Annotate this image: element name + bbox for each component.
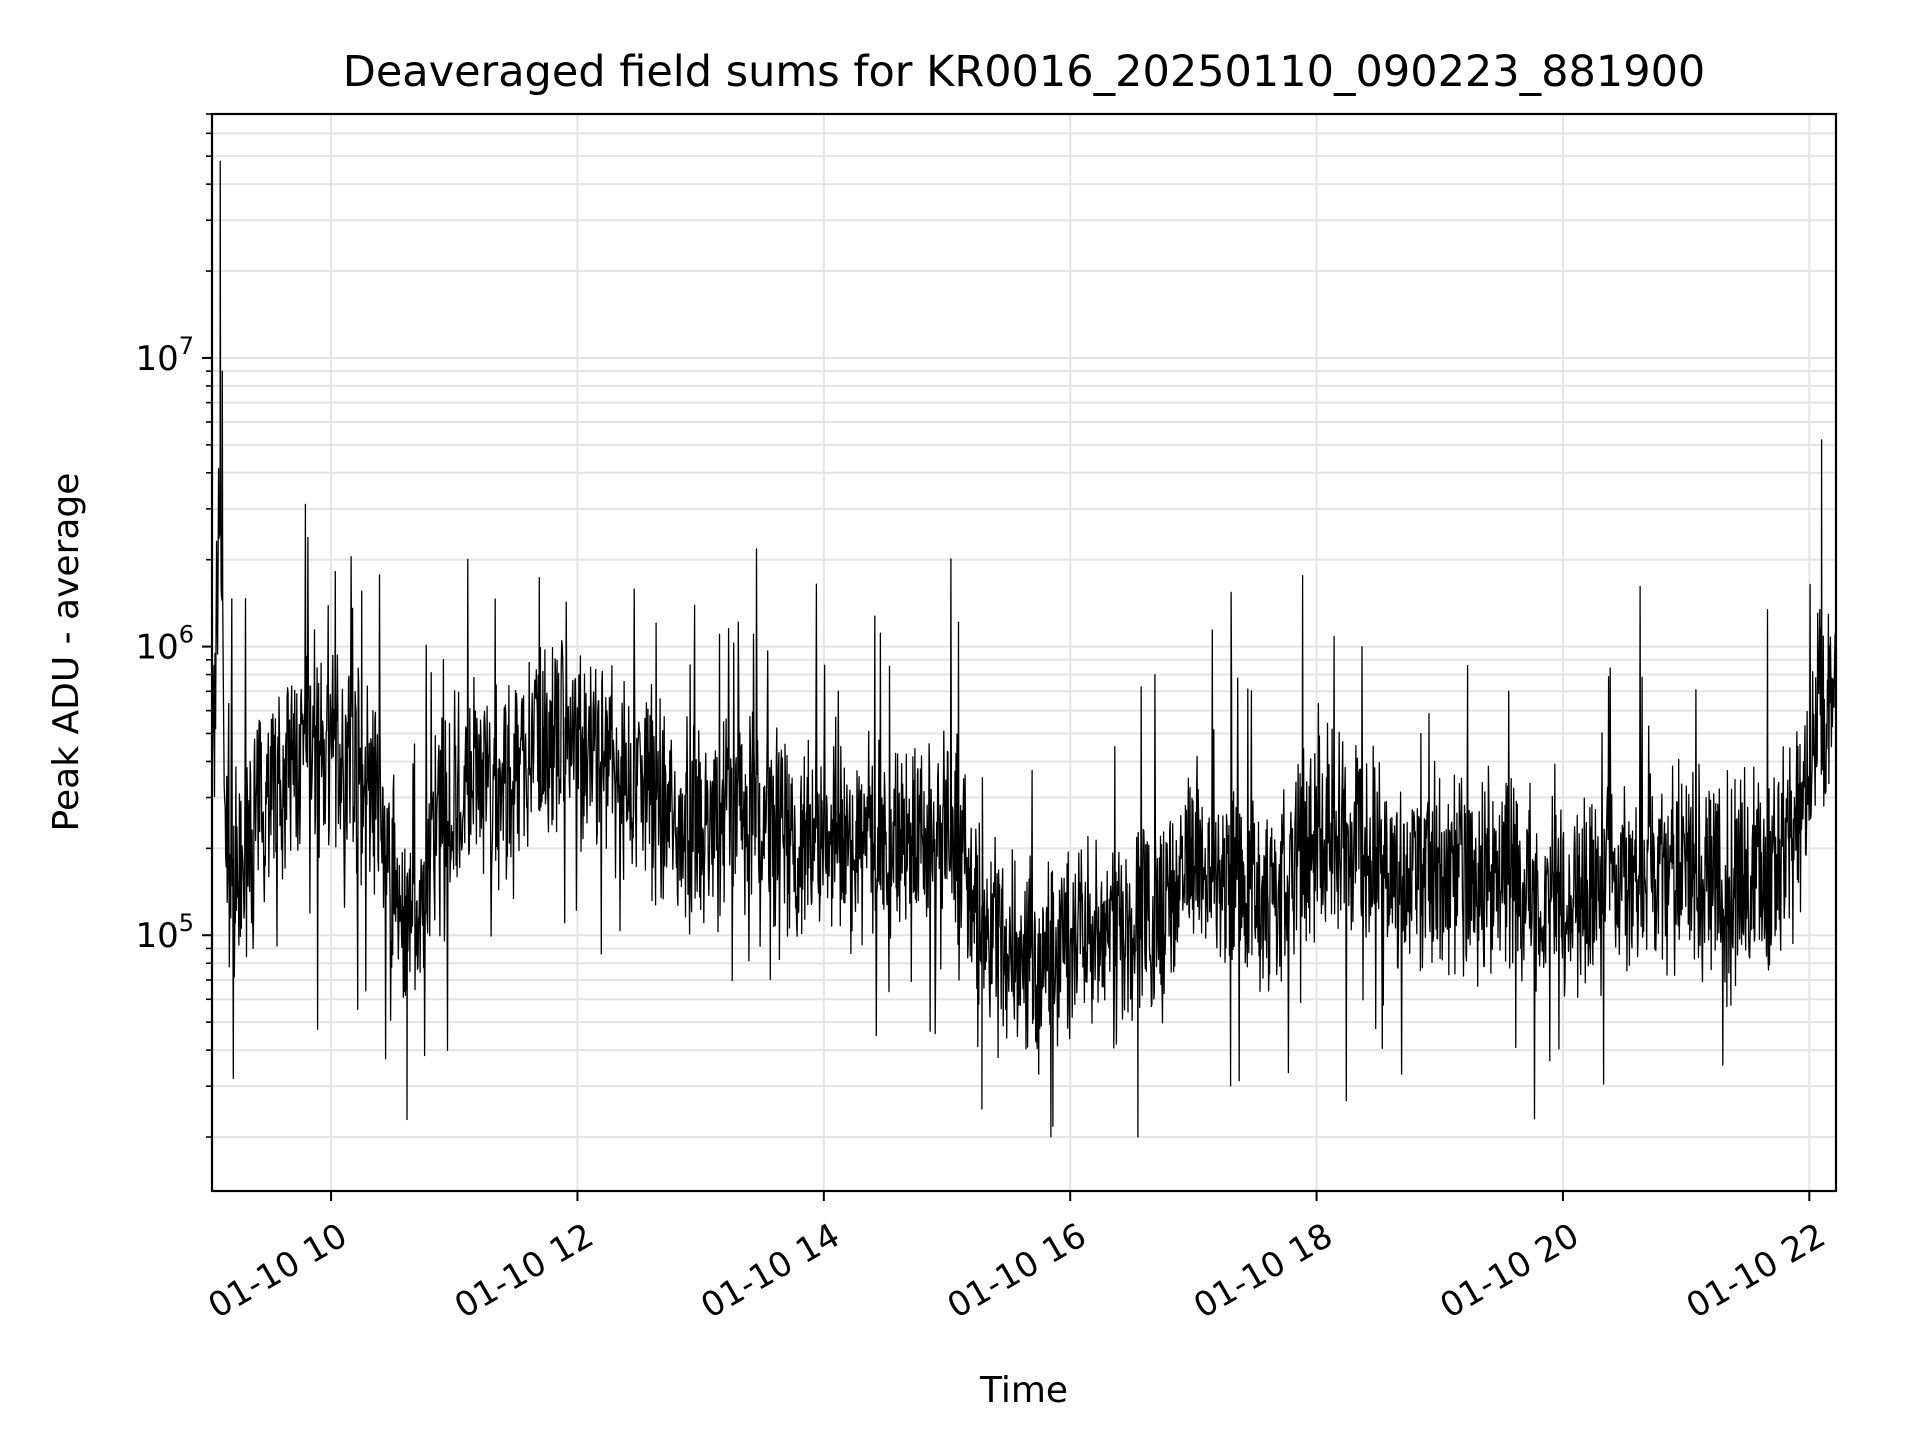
- series-line: [212, 160, 1836, 1138]
- y-tick-label: 105: [135, 909, 194, 956]
- series-group: [212, 160, 1836, 1138]
- y-tick-label: 106: [135, 621, 194, 668]
- plot-frame: [210, 112, 1838, 1193]
- y-tick-label: 107: [135, 332, 194, 379]
- x-axis-title: Time: [979, 1370, 1068, 1411]
- chart-title: Deaveraged field sums for KR0016_2025011…: [343, 47, 1706, 97]
- y-axis: 105 106 107: [135, 113, 212, 1138]
- grid: [212, 113, 1836, 1191]
- y-axis-title: Peak ADU - average: [46, 473, 87, 832]
